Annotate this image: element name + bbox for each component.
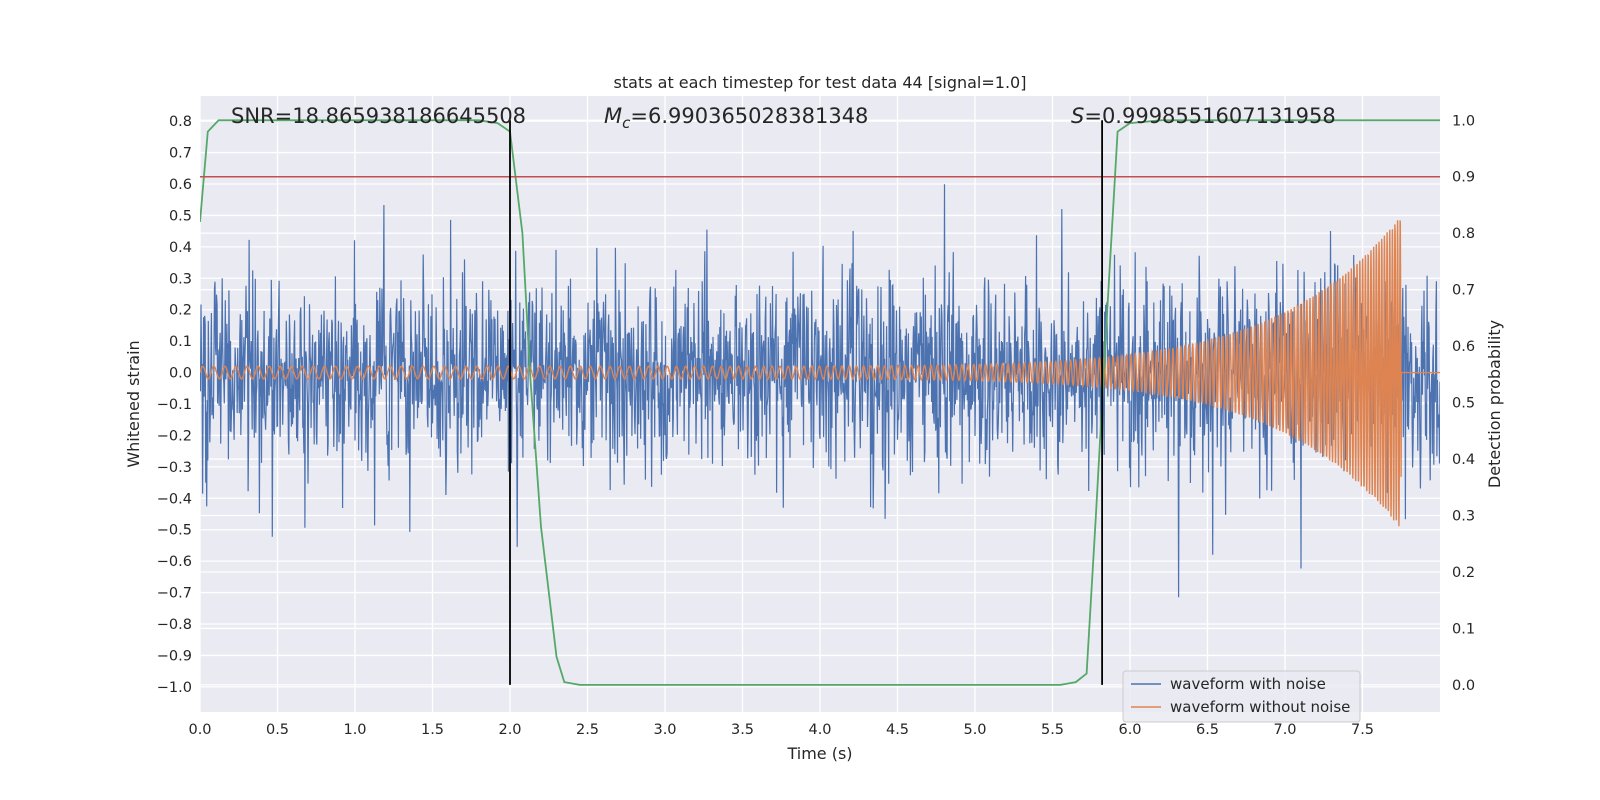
y-tick-label: 0.5 [169,208,192,224]
y-tick-label: 0.0 [169,366,192,382]
y-tick-label: −1.0 [157,680,192,696]
x-tick-label: 0.0 [188,722,211,738]
y-tick-label: −0.9 [157,648,192,664]
y2-tick-label: 0.4 [1452,452,1475,468]
legend: waveform with noise waveform without noi… [1122,670,1361,723]
y2-tick-label: 0.1 [1452,621,1475,637]
series-detection-probability [200,119,1440,686]
mc-value: =6.990365028381348 [630,104,868,128]
clean-trace [200,220,1440,527]
x-tick-label: 4.0 [808,722,831,738]
x-axis-label: Time (s) [786,744,852,763]
y2-axis-label: Detection probability [1485,320,1504,488]
x-tick-label: 0.5 [266,722,289,738]
series-waveform-with-noise [200,184,1440,598]
y2-tick-label: 0.8 [1452,226,1475,242]
x-tick-label: 7.5 [1351,722,1374,738]
legend-box [1122,670,1361,723]
y-tick-label: −0.1 [157,397,192,413]
x-tick-label: 5.0 [963,722,986,738]
y-tick-labels: −1.0 −0.9 −0.8 −0.7 −0.6 −0.5 −0.4 −0.3 −0.2 −0.1… [157,114,192,696]
series-waveform-without-noise [200,220,1440,527]
y-tick-label: 0.4 [169,240,192,256]
x-tick-labels: 0.0 0.5 1.0 1.5 2.0 2.5 3.0 3.5 4.0 4.5 5.0 5.5 6.0 6… [188,722,1374,738]
y2-tick-label: 0.9 [1452,170,1475,186]
probability-trace [200,119,1440,686]
s-symbol: S [1071,104,1084,128]
plot-content [200,119,1440,686]
mc-symbol: M [604,104,622,128]
legend-label-clean: waveform without noise [1170,698,1350,716]
y2-tick-label: 0.2 [1452,565,1475,581]
mc-annotation: Mc=6.990365028381348 [604,104,868,132]
y-tick-label: 0.8 [169,114,192,130]
vertical-markers [509,120,1103,685]
y-tick-label: −0.7 [157,586,192,602]
y2-tick-label: 0.6 [1452,339,1475,355]
x-tick-label: 7.0 [1273,722,1296,738]
chart-title: stats at each timestep for test data 44 … [614,73,1027,92]
mc-subscript: c [622,114,631,132]
y2-tick-label: 0.7 [1452,283,1475,299]
legend-label-noise: waveform with noise [1170,675,1326,693]
x-tick-label: 2.5 [576,722,599,738]
y-tick-label: 0.6 [169,177,192,193]
x-tick-label: 1.5 [421,722,444,738]
y-tick-label: 0.1 [169,334,192,350]
y-tick-label: −0.6 [157,554,192,570]
y2-tick-label: 1.0 [1452,113,1475,129]
y-tick-label: −0.3 [157,460,192,476]
x-tick-label: 6.5 [1196,722,1219,738]
y-tick-label: −0.4 [157,491,192,507]
x-tick-label: 4.5 [886,722,909,738]
y-axis-label: Whitened strain [124,340,143,467]
x-tick-label: 1.0 [343,722,366,738]
noise-trace [200,184,1440,598]
x-tick-label: 3.0 [653,722,676,738]
s-value: =0.9998551607131958 [1084,104,1335,128]
y-tick-label: −0.8 [157,617,192,633]
y2-tick-label: 0.0 [1452,678,1475,694]
x-tick-label: 2.0 [498,722,521,738]
y2-tick-label: 0.5 [1452,396,1475,412]
y-tick-label: 0.7 [169,146,192,162]
y-tick-label: −0.2 [157,428,192,444]
x-tick-label: 5.5 [1041,722,1064,738]
x-tick-label: 6.0 [1118,722,1141,738]
x-tick-label: 3.5 [731,722,754,738]
y-tick-label: 0.3 [169,271,192,287]
y2-tick-labels: 0.0 0.1 0.2 0.3 0.4 0.5 0.6 0.7 0.8 0.9 1.0 [1452,113,1475,694]
y-tick-label: 0.2 [169,303,192,319]
snr-annotation: SNR=18.865938186645508 [231,104,526,128]
y2-tick-label: 0.3 [1452,509,1475,525]
s-annotation: S=0.9998551607131958 [1071,104,1336,128]
y-tick-label: −0.5 [157,523,192,539]
